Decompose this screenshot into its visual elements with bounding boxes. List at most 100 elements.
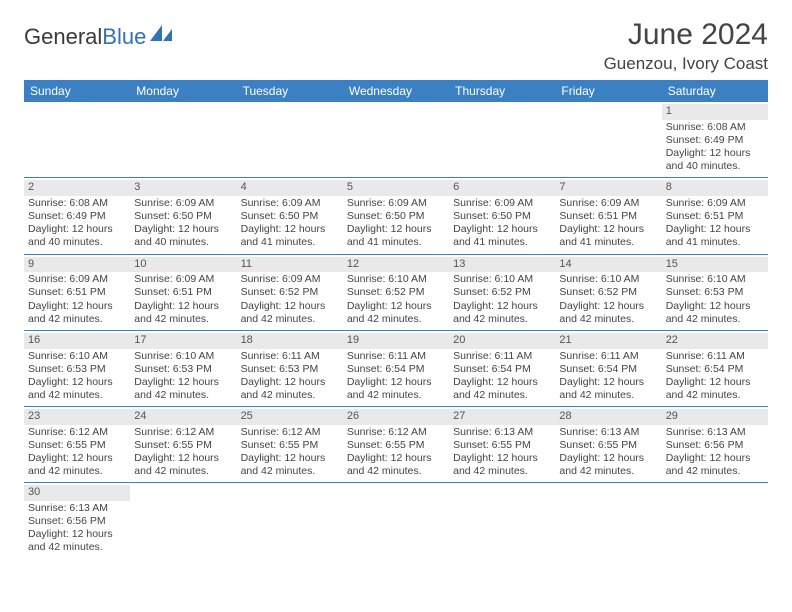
daylight-text: Daylight: 12 hours and 42 minutes. — [347, 376, 445, 402]
calendar-row: 2Sunrise: 6:08 AMSunset: 6:49 PMDaylight… — [24, 178, 768, 254]
day-number: 12 — [343, 257, 449, 273]
daylight-text: Daylight: 12 hours and 42 minutes. — [559, 452, 657, 478]
location: Guenzou, Ivory Coast — [604, 54, 768, 74]
sunset-text: Sunset: 6:55 PM — [559, 439, 657, 452]
weekday-header: Friday — [555, 80, 661, 102]
weekday-header: Sunday — [24, 80, 130, 102]
sunset-text: Sunset: 6:53 PM — [134, 363, 232, 376]
sunset-text: Sunset: 6:50 PM — [134, 210, 232, 223]
calendar-row: 23Sunrise: 6:12 AMSunset: 6:55 PMDayligh… — [24, 407, 768, 483]
sunrise-text: Sunrise: 6:13 AM — [28, 502, 126, 515]
sunrise-text: Sunrise: 6:09 AM — [241, 197, 339, 210]
calendar-cell-empty — [237, 483, 343, 559]
daylight-text: Daylight: 12 hours and 42 minutes. — [666, 376, 764, 402]
sunset-text: Sunset: 6:54 PM — [559, 363, 657, 376]
sunrise-text: Sunrise: 6:12 AM — [134, 426, 232, 439]
daylight-text: Daylight: 12 hours and 42 minutes. — [28, 300, 126, 326]
sunrise-text: Sunrise: 6:10 AM — [559, 273, 657, 286]
sunrise-text: Sunrise: 6:09 AM — [28, 273, 126, 286]
daylight-text: Daylight: 12 hours and 41 minutes. — [453, 223, 551, 249]
day-number: 28 — [555, 409, 661, 425]
daylight-text: Daylight: 12 hours and 41 minutes. — [241, 223, 339, 249]
daylight-text: Daylight: 12 hours and 42 minutes. — [28, 376, 126, 402]
day-number: 24 — [130, 409, 236, 425]
calendar-cell: 16Sunrise: 6:10 AMSunset: 6:53 PMDayligh… — [24, 330, 130, 406]
sunset-text: Sunset: 6:56 PM — [28, 515, 126, 528]
sunset-text: Sunset: 6:51 PM — [559, 210, 657, 223]
sunrise-text: Sunrise: 6:10 AM — [453, 273, 551, 286]
calendar-cell: 8Sunrise: 6:09 AMSunset: 6:51 PMDaylight… — [662, 178, 768, 254]
sunset-text: Sunset: 6:55 PM — [347, 439, 445, 452]
day-number: 14 — [555, 257, 661, 273]
day-number: 5 — [343, 180, 449, 196]
calendar-cell-empty — [449, 102, 555, 178]
daylight-text: Daylight: 12 hours and 42 minutes. — [134, 452, 232, 478]
sunset-text: Sunset: 6:50 PM — [241, 210, 339, 223]
sunset-text: Sunset: 6:54 PM — [666, 363, 764, 376]
day-number: 17 — [130, 333, 236, 349]
sunrise-text: Sunrise: 6:11 AM — [559, 350, 657, 363]
calendar-cell-empty — [555, 102, 661, 178]
calendar-cell: 15Sunrise: 6:10 AMSunset: 6:53 PMDayligh… — [662, 254, 768, 330]
calendar-cell: 30Sunrise: 6:13 AMSunset: 6:56 PMDayligh… — [24, 483, 130, 559]
daylight-text: Daylight: 12 hours and 42 minutes. — [453, 452, 551, 478]
calendar-cell: 24Sunrise: 6:12 AMSunset: 6:55 PMDayligh… — [130, 407, 236, 483]
calendar-cell-empty — [555, 483, 661, 559]
calendar-cell-empty — [343, 483, 449, 559]
sunrise-text: Sunrise: 6:09 AM — [453, 197, 551, 210]
sunset-text: Sunset: 6:49 PM — [28, 210, 126, 223]
daylight-text: Daylight: 12 hours and 42 minutes. — [28, 452, 126, 478]
daylight-text: Daylight: 12 hours and 42 minutes. — [28, 528, 126, 554]
calendar-cell: 29Sunrise: 6:13 AMSunset: 6:56 PMDayligh… — [662, 407, 768, 483]
calendar-cell: 7Sunrise: 6:09 AMSunset: 6:51 PMDaylight… — [555, 178, 661, 254]
sunrise-text: Sunrise: 6:12 AM — [28, 426, 126, 439]
daylight-text: Daylight: 12 hours and 42 minutes. — [347, 452, 445, 478]
calendar-cell-empty — [237, 102, 343, 178]
calendar-cell-empty — [24, 102, 130, 178]
day-number: 27 — [449, 409, 555, 425]
calendar-cell-empty — [130, 102, 236, 178]
daylight-text: Daylight: 12 hours and 40 minutes. — [28, 223, 126, 249]
calendar-cell-empty — [449, 483, 555, 559]
daylight-text: Daylight: 12 hours and 40 minutes. — [134, 223, 232, 249]
day-number: 15 — [662, 257, 768, 273]
calendar-cell: 18Sunrise: 6:11 AMSunset: 6:53 PMDayligh… — [237, 330, 343, 406]
day-number: 30 — [24, 485, 130, 501]
calendar-cell: 3Sunrise: 6:09 AMSunset: 6:50 PMDaylight… — [130, 178, 236, 254]
day-number: 26 — [343, 409, 449, 425]
calendar-cell: 1Sunrise: 6:08 AMSunset: 6:49 PMDaylight… — [662, 102, 768, 178]
sunset-text: Sunset: 6:52 PM — [347, 286, 445, 299]
day-number: 21 — [555, 333, 661, 349]
calendar-cell: 23Sunrise: 6:12 AMSunset: 6:55 PMDayligh… — [24, 407, 130, 483]
sunset-text: Sunset: 6:56 PM — [666, 439, 764, 452]
sunset-text: Sunset: 6:50 PM — [347, 210, 445, 223]
calendar-cell: 26Sunrise: 6:12 AMSunset: 6:55 PMDayligh… — [343, 407, 449, 483]
day-number: 19 — [343, 333, 449, 349]
day-number: 7 — [555, 180, 661, 196]
logo-text: GeneralBlue — [24, 24, 146, 50]
calendar-cell: 5Sunrise: 6:09 AMSunset: 6:50 PMDaylight… — [343, 178, 449, 254]
daylight-text: Daylight: 12 hours and 42 minutes. — [241, 452, 339, 478]
sunset-text: Sunset: 6:54 PM — [453, 363, 551, 376]
sunrise-text: Sunrise: 6:09 AM — [134, 197, 232, 210]
sunrise-text: Sunrise: 6:13 AM — [453, 426, 551, 439]
sunrise-text: Sunrise: 6:09 AM — [347, 197, 445, 210]
logo-sail-icon — [148, 23, 174, 48]
sunrise-text: Sunrise: 6:12 AM — [347, 426, 445, 439]
calendar-cell-empty — [662, 483, 768, 559]
title-block: June 2024 Guenzou, Ivory Coast — [604, 18, 768, 74]
weekday-header: Wednesday — [343, 80, 449, 102]
calendar-row: 30Sunrise: 6:13 AMSunset: 6:56 PMDayligh… — [24, 483, 768, 559]
calendar-cell: 22Sunrise: 6:11 AMSunset: 6:54 PMDayligh… — [662, 330, 768, 406]
daylight-text: Daylight: 12 hours and 42 minutes. — [453, 300, 551, 326]
day-number: 3 — [130, 180, 236, 196]
day-number: 29 — [662, 409, 768, 425]
calendar-cell-empty — [343, 102, 449, 178]
day-number: 1 — [662, 104, 768, 120]
weekday-header: Tuesday — [237, 80, 343, 102]
sunrise-text: Sunrise: 6:09 AM — [241, 273, 339, 286]
daylight-text: Daylight: 12 hours and 41 minutes. — [559, 223, 657, 249]
daylight-text: Daylight: 12 hours and 42 minutes. — [453, 376, 551, 402]
calendar-cell: 13Sunrise: 6:10 AMSunset: 6:52 PMDayligh… — [449, 254, 555, 330]
sunset-text: Sunset: 6:55 PM — [453, 439, 551, 452]
